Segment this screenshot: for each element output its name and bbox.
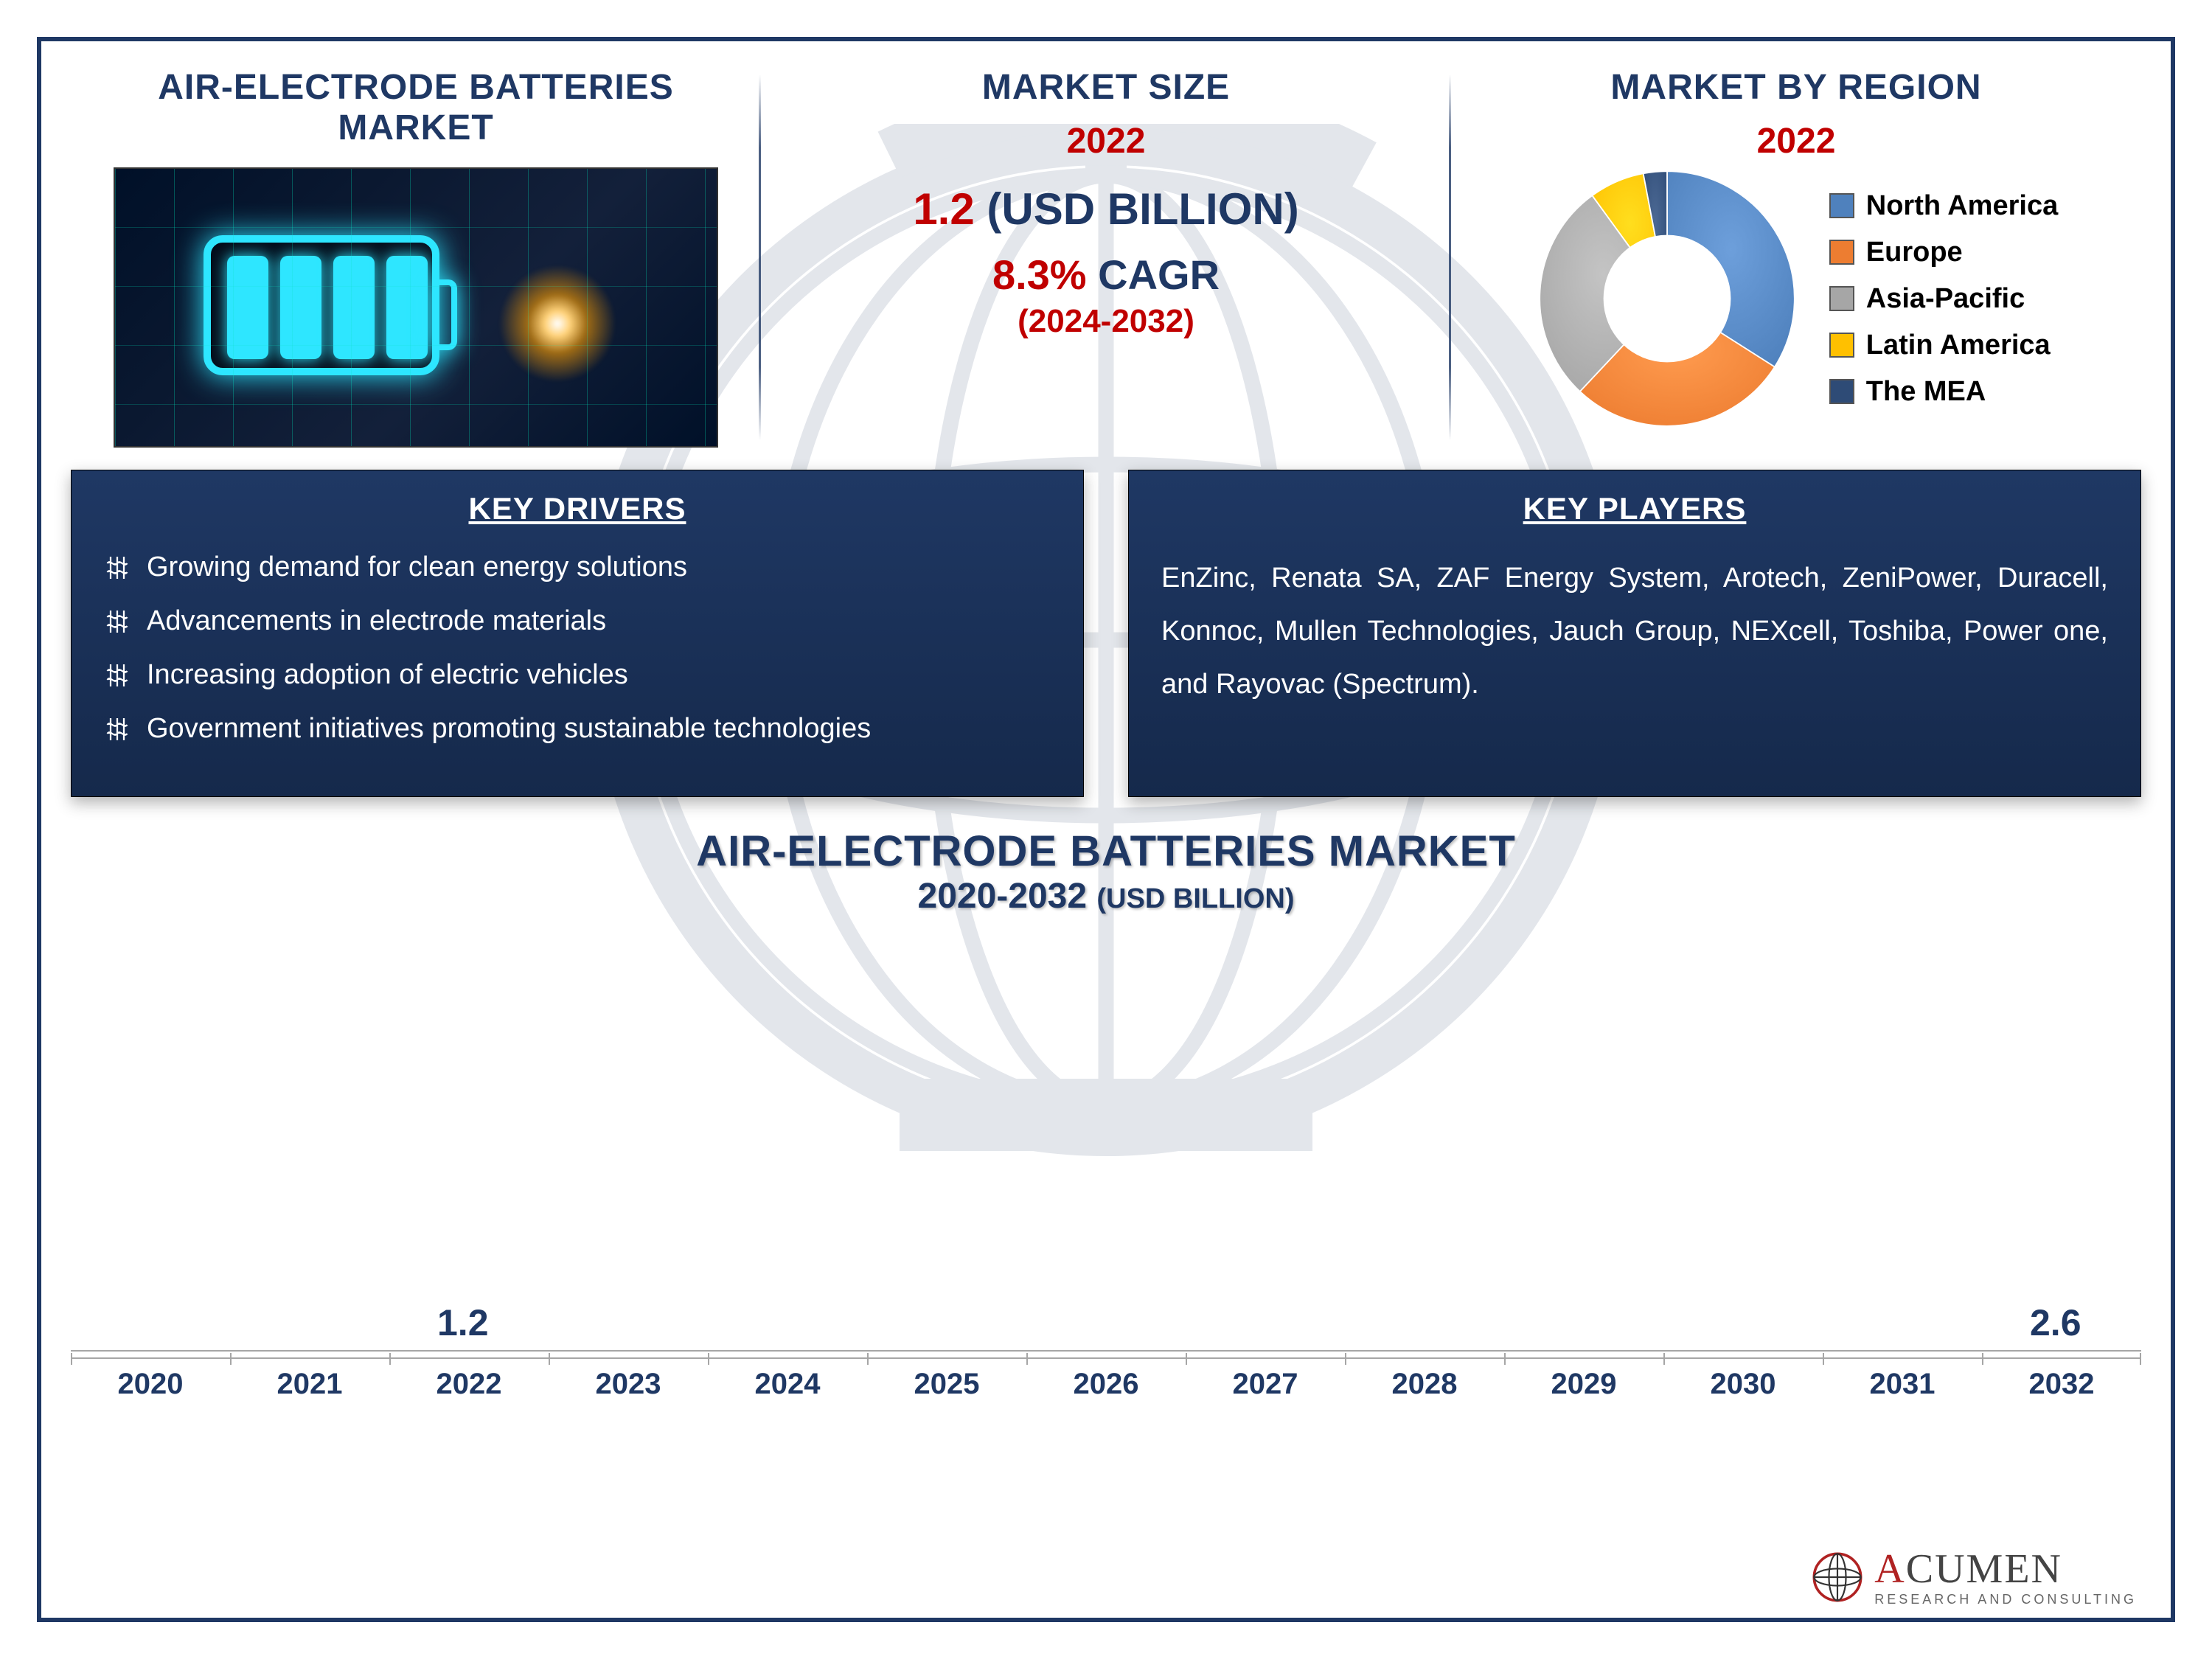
- battery-icon: [204, 235, 439, 375]
- bar-chart-title: AIR-ELECTRODE BATTERIES MARKET 2020-2032…: [71, 827, 2141, 917]
- x-tick-label: 2023: [549, 1357, 708, 1433]
- x-tick-label: 2026: [1026, 1357, 1186, 1433]
- region-legend: North America Europe Asia-Pacific Latin Ame…: [1829, 190, 2058, 408]
- legend-label: Europe: [1866, 237, 1963, 268]
- driver-text: Government initiatives promoting sustain…: [147, 713, 871, 745]
- legend-label: Asia-Pacific: [1866, 283, 2025, 315]
- legend-swatch: [1829, 286, 1854, 311]
- legend-label: Latin America: [1866, 330, 2051, 361]
- region-title: MARKET BY REGION: [1610, 67, 1981, 108]
- key-drivers-panel: KEY DRIVERS Growing demand for clean ene…: [71, 470, 1084, 797]
- region-year: 2022: [1757, 121, 1836, 161]
- x-tick-label: 2031: [1823, 1357, 1982, 1433]
- x-tick-label: 2022: [389, 1357, 549, 1433]
- brand-tagline: RESEARCH AND CONSULTING: [1874, 1593, 2137, 1606]
- x-tick-label: 2032: [1982, 1357, 2141, 1433]
- bullet-icon: [104, 608, 131, 635]
- brand-logo: ACUMEN RESEARCH AND CONSULTING: [1811, 1548, 2137, 1606]
- key-players-panel: KEY PLAYERS EnZinc, Renata SA, ZAF Energ…: [1128, 470, 2141, 797]
- brand-globe-icon: [1811, 1551, 1864, 1604]
- hero-image: [114, 167, 718, 448]
- bar-value-label: 1.2: [437, 1301, 489, 1344]
- legend-swatch: [1829, 240, 1854, 265]
- driver-item: Government initiatives promoting sustain…: [104, 713, 1051, 745]
- market-size-year: 2022: [1067, 121, 1146, 161]
- players-text: EnZinc, Renata SA, ZAF Energy System, Ar…: [1161, 552, 2108, 712]
- players-title: KEY PLAYERS: [1161, 491, 2108, 526]
- legend-label: North America: [1866, 190, 2058, 222]
- brand-name: ACUMEN: [1874, 1548, 2137, 1590]
- legend-item: North America: [1829, 190, 2058, 222]
- legend-swatch: [1829, 193, 1854, 218]
- driver-text: Increasing adoption of electric vehicles: [147, 659, 628, 691]
- col-market-region: MARKET BY REGION 2022 North America Europ…: [1451, 67, 2141, 448]
- col-market-size: MARKET SIZE 2022 1.2 (USD BILLION) 8.3% …: [761, 67, 1451, 448]
- mid-row: KEY DRIVERS Growing demand for clean ene…: [71, 470, 2141, 797]
- legend-item: Latin America: [1829, 330, 2058, 361]
- x-tick-label: 2020: [71, 1357, 230, 1433]
- x-tick-label: 2027: [1186, 1357, 1345, 1433]
- drivers-list: Growing demand for clean energy solution…: [104, 552, 1051, 745]
- bullet-icon: [104, 554, 131, 581]
- cagr-period: (2024-2032): [1018, 303, 1194, 340]
- legend-swatch: [1829, 333, 1854, 358]
- top-row: AIR-ELECTRODE BATTERIES MARKET MARKET SI…: [71, 67, 2141, 448]
- region-donut-chart: [1534, 166, 1800, 431]
- x-tick-label: 2021: [230, 1357, 389, 1433]
- driver-text: Growing demand for clean energy solution…: [147, 552, 687, 583]
- market-title: AIR-ELECTRODE BATTERIES MARKET: [93, 67, 739, 148]
- driver-item: Growing demand for clean energy solution…: [104, 552, 1051, 583]
- x-tick-label: 2030: [1663, 1357, 1823, 1433]
- infographic-frame: AIR-ELECTRODE BATTERIES MARKET MARKET SI…: [37, 37, 2175, 1622]
- driver-text: Advancements in electrode materials: [147, 605, 606, 637]
- col-market-title: AIR-ELECTRODE BATTERIES MARKET: [71, 67, 761, 448]
- legend-item: Asia-Pacific: [1829, 283, 2058, 315]
- x-tick-label: 2029: [1504, 1357, 1663, 1433]
- driver-item: Increasing adoption of electric vehicles: [104, 659, 1051, 691]
- legend-label: The MEA: [1866, 376, 1986, 408]
- bar-value-label: 2.6: [2030, 1301, 2081, 1344]
- x-tick-label: 2025: [867, 1357, 1026, 1433]
- cagr-value: 8.3% CAGR: [992, 251, 1220, 299]
- market-size-title: MARKET SIZE: [982, 67, 1230, 108]
- bar-chart: 1.22.6 202020212022202320242025202620272…: [71, 931, 2141, 1433]
- legend-item: The MEA: [1829, 376, 2058, 408]
- bullet-icon: [104, 716, 131, 742]
- legend-item: Europe: [1829, 237, 2058, 268]
- market-size-value: 1.2 (USD BILLION): [913, 184, 1298, 234]
- bullet-icon: [104, 662, 131, 689]
- light-flare: [498, 265, 616, 383]
- x-tick-label: 2024: [708, 1357, 867, 1433]
- x-tick-label: 2028: [1345, 1357, 1504, 1433]
- drivers-title: KEY DRIVERS: [104, 491, 1051, 526]
- driver-item: Advancements in electrode materials: [104, 605, 1051, 637]
- x-axis: 2020202120222023202420252026202720282029…: [71, 1357, 2141, 1433]
- legend-swatch: [1829, 379, 1854, 404]
